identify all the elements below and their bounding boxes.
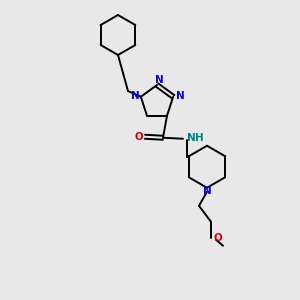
Text: N: N [176,91,184,101]
Text: N: N [187,133,195,143]
Text: N: N [154,75,164,85]
Text: O: O [214,233,222,243]
Text: N: N [131,91,140,101]
Text: H: H [195,133,203,143]
Text: O: O [135,132,143,142]
Text: N: N [202,186,211,196]
